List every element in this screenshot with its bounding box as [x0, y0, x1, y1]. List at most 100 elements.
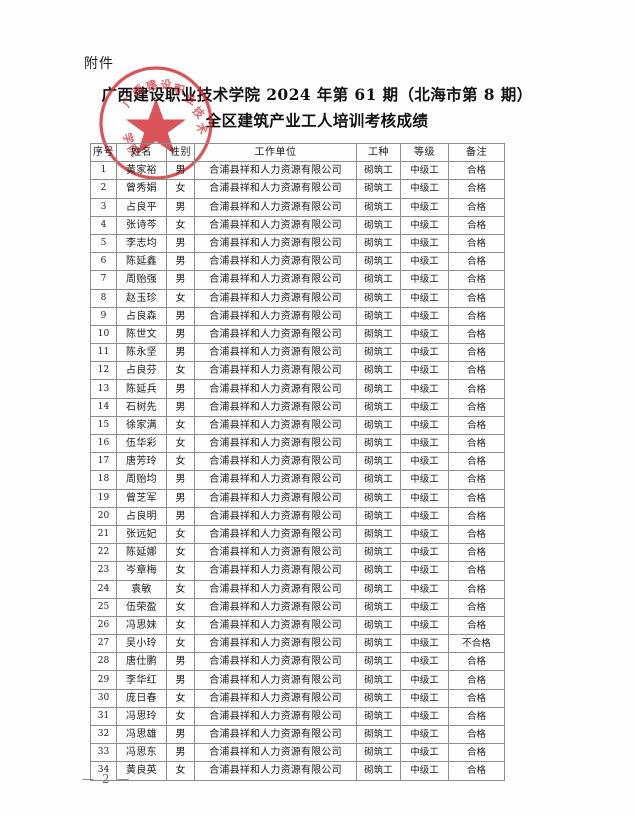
cell-unit: 合浦县祥和人力资源有限公司: [194, 670, 357, 690]
cell-level: 中级工: [400, 433, 449, 454]
cell-name: 占良平: [116, 197, 167, 217]
cell-unit: 合浦县祥和人力资源有限公司: [194, 288, 357, 308]
cell-name: 占良芬: [116, 361, 167, 381]
cell-gender: 女: [166, 634, 195, 654]
cell-remark: 合格: [448, 652, 505, 672]
cell-trade: 砌筑工: [356, 397, 401, 417]
cell-gender: 男: [166, 379, 195, 399]
cell-remark: 合格: [448, 452, 505, 472]
cell-remark: 合格: [448, 306, 505, 326]
cell-remark: 不合格: [448, 634, 505, 654]
table-row: 12 占良芬女合浦县祥和人力资源有限公司 砌筑工 中级工 合格: [90, 361, 505, 381]
cell-unit: 合浦县祥和人力资源有限公司: [194, 215, 357, 235]
cell-trade: 砌筑工: [356, 215, 401, 235]
cell-index: 28: [90, 652, 117, 672]
cell-level: 中级工: [400, 361, 449, 381]
cell-name: 石树先: [116, 397, 167, 417]
cell-remark: 合格: [448, 233, 505, 254]
cell-gender: 女: [166, 452, 195, 472]
cell-level: 中级工: [400, 561, 449, 581]
cell-level: 中级工: [400, 634, 449, 654]
cell-index: 22: [90, 543, 117, 563]
cell-gender: 女: [166, 688, 195, 708]
table-row: 10 陈世文男合浦县祥和人力资源有限公司 砌筑工 中级工 合格: [90, 324, 505, 345]
cell-remark: 合格: [448, 252, 505, 272]
cell-trade: 砌筑工: [356, 724, 401, 745]
cell-trade: 砌筑工: [356, 634, 401, 654]
cell-unit: 合浦县祥和人力资源有限公司: [194, 252, 357, 272]
cell-name: 李华红: [116, 670, 167, 690]
cell-index: 21: [90, 524, 117, 545]
cell-trade: 砌筑工: [356, 324, 401, 345]
table-row: 2 曾秀娟女合浦县祥和人力资源有限公司 砌筑工 中级工 合格: [90, 179, 505, 199]
cell-name: 陈永坚: [116, 343, 167, 363]
cell-gender: 女: [166, 415, 195, 436]
cell-unit: 合浦县祥和人力资源有限公司: [194, 324, 357, 345]
cell-trade: 砌筑工: [356, 706, 401, 727]
cell-unit: 合浦县祥和人力资源有限公司: [194, 506, 357, 526]
cell-unit: 合浦县祥和人力资源有限公司: [194, 361, 357, 381]
cell-gender: 男: [166, 724, 195, 745]
cell-gender: 女: [166, 597, 195, 617]
table-row: 4 张诗芩女合浦县祥和人力资源有限公司 砌筑工 中级工 合格: [90, 215, 505, 235]
cell-unit: 合浦县祥和人力资源有限公司: [194, 688, 357, 708]
cell-level: 中级工: [400, 324, 449, 345]
cell-remark: 合格: [448, 524, 505, 545]
cell-trade: 砌筑工: [356, 179, 401, 199]
cell-index: 26: [90, 615, 117, 636]
table-row: 24 袁敏女合浦县祥和人力资源有限公司 砌筑工 中级工 合格: [90, 579, 505, 599]
cell-index: 20: [90, 506, 117, 526]
cell-unit: 合浦县祥和人力资源有限公司: [194, 397, 357, 417]
table-row: 13 陈延兵男合浦县祥和人力资源有限公司 砌筑工 中级工 合格: [90, 379, 505, 399]
cell-name: 赵玉珍: [116, 288, 167, 308]
cell-name: 袁敏: [116, 579, 167, 599]
cell-trade: 砌筑工: [356, 506, 401, 526]
cell-gender: 女: [166, 524, 195, 545]
cell-level: 中级工: [400, 197, 449, 217]
table-row: 8 赵玉珍女合浦县祥和人力资源有限公司 砌筑工 中级工 合格: [90, 288, 505, 308]
cell-name: 陈世文: [116, 324, 167, 345]
cell-remark: 合格: [448, 433, 505, 454]
cell-remark: 合格: [448, 670, 505, 690]
cell-remark: 合格: [448, 470, 505, 490]
cell-trade: 砌筑工: [356, 252, 401, 272]
cell-index: 14: [90, 397, 117, 417]
cell-name: 黄良英: [116, 761, 167, 781]
table-row: 17 唐芳玲女合浦县祥和人力资源有限公司 砌筑工 中级工 合格: [90, 452, 505, 472]
cell-remark: 合格: [448, 179, 505, 199]
cell-name: 陈延娜: [116, 543, 167, 563]
cell-unit: 合浦县祥和人力资源有限公司: [194, 743, 357, 763]
cell-unit: 合浦县祥和人力资源有限公司: [194, 270, 357, 290]
cell-name: 曾秀娟: [116, 179, 167, 199]
cell-index: 18: [90, 470, 117, 490]
cell-level: 中级工: [400, 761, 449, 781]
cell-trade: 砌筑工: [356, 670, 401, 690]
cell-gender: 女: [166, 361, 195, 381]
cell-remark: 合格: [448, 379, 505, 399]
page-title-line-1: 广西建设职业技术学院 2024 年第 61 期（北海市第 8 期）: [101, 85, 533, 104]
table-row: 19 曾芝军男合浦县祥和人力资源有限公司 砌筑工 中级工 合格: [90, 488, 505, 508]
cell-level: 中级工: [400, 252, 449, 272]
cell-gender: 女: [166, 543, 195, 563]
cell-trade: 砌筑工: [356, 452, 401, 472]
cell-name: 吴小玲: [116, 634, 167, 654]
table-header-row: 序号 姓名 性别 工作单位 工种 等级 备注: [90, 142, 505, 163]
cell-unit: 合浦县祥和人力资源有限公司: [194, 524, 357, 545]
cell-remark: 合格: [448, 488, 505, 508]
cell-remark: 合格: [448, 215, 505, 235]
cell-level: 中级工: [400, 597, 449, 617]
cell-level: 中级工: [400, 470, 449, 490]
table-row: 26 冯思妹女合浦县祥和人力资源有限公司 砌筑工 中级工 合格: [90, 615, 505, 636]
table-row: 29 李华红男合浦县祥和人力资源有限公司 砌筑工 中级工 合格: [90, 670, 505, 690]
cell-unit: 合浦县祥和人力资源有限公司: [194, 379, 357, 399]
cell-trade: 砌筑工: [356, 379, 401, 399]
table-row: 34 黄良英女合浦县祥和人力资源有限公司 砌筑工 中级工 合格: [90, 761, 505, 781]
cell-trade: 砌筑工: [356, 761, 401, 781]
cell-level: 中级工: [400, 343, 449, 363]
cell-trade: 砌筑工: [356, 561, 401, 581]
cell-unit: 合浦县祥和人力资源有限公司: [194, 306, 357, 326]
cell-index: 23: [90, 561, 117, 581]
table-row: 25 伍荣盈女合浦县祥和人力资源有限公司 砌筑工 中级工 合格: [90, 597, 505, 617]
cell-level: 中级工: [400, 579, 449, 599]
cell-trade: 砌筑工: [356, 343, 401, 363]
